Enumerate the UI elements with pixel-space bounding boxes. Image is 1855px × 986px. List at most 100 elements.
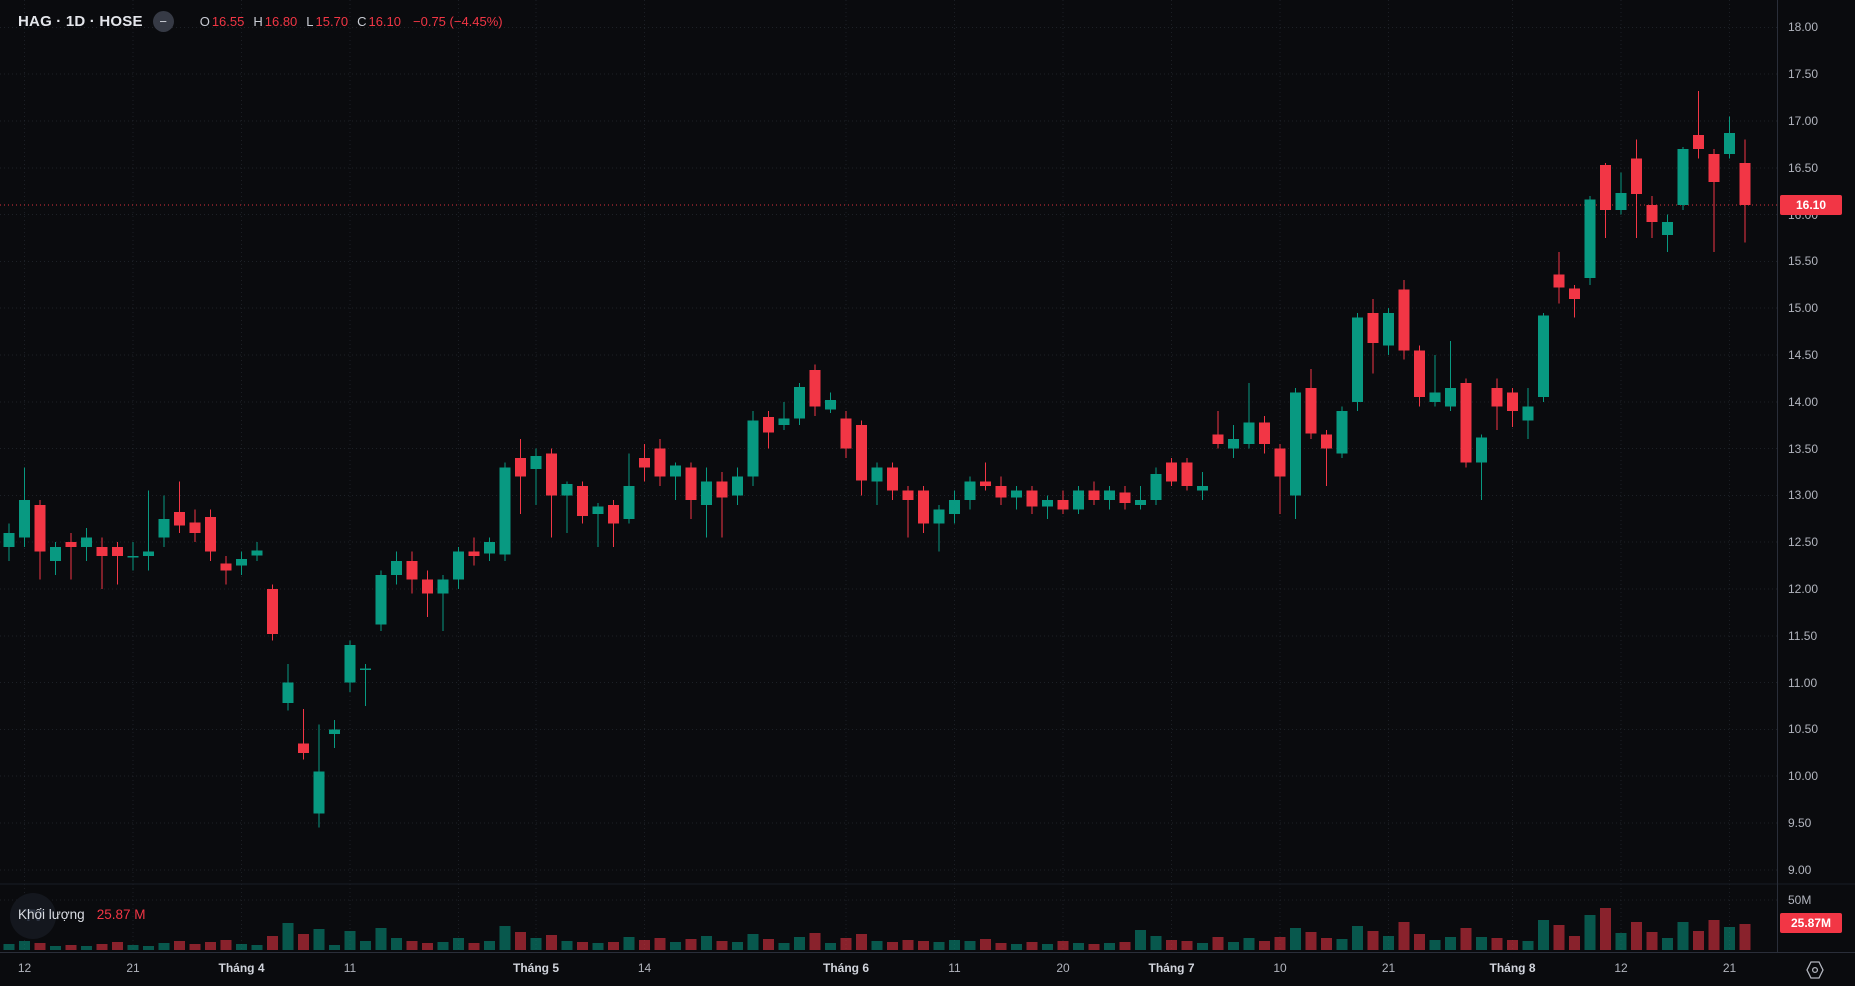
volume-badge: 25.87M: [1780, 913, 1842, 933]
volume-bar: [298, 934, 309, 950]
volume-bar: [949, 940, 960, 950]
volume-bar: [499, 926, 511, 950]
candle: [980, 462, 991, 491]
candle: [1615, 172, 1627, 215]
volume-bar: [251, 945, 263, 950]
candle: [546, 448, 557, 538]
candle: [313, 724, 325, 828]
volume-legend: Khối lượng 25.87 M: [18, 907, 145, 922]
candle: [1677, 147, 1689, 210]
volume-bar: [1166, 940, 1177, 950]
candle: [1553, 252, 1565, 304]
volume-bar: [468, 943, 480, 950]
open-label: O: [199, 13, 210, 29]
volume-bar: [1259, 941, 1270, 950]
tradingview-logo-watermark: TV: [10, 893, 56, 939]
volume-bar: [1367, 931, 1379, 950]
volume-bar: [964, 941, 976, 950]
candle: [65, 532, 77, 580]
candle: [1739, 139, 1751, 243]
candle: [1026, 486, 1038, 515]
symbol-visibility-button[interactable]: −: [152, 10, 174, 32]
volume-bar: [1522, 941, 1534, 950]
volume-legend-value: 25.87 M: [96, 907, 146, 922]
volume-bar: [484, 941, 495, 950]
candle: [1321, 429, 1332, 487]
candle: [1724, 116, 1735, 159]
candle: [437, 574, 449, 632]
candle: [1259, 415, 1270, 454]
volume-bar: [623, 937, 635, 950]
volume-bar: [34, 943, 46, 950]
volume-bar: [282, 923, 294, 950]
candle: [964, 476, 976, 510]
volume-bars: [3, 908, 1751, 950]
price-axis-label: 9.50: [1788, 816, 1812, 830]
volume-bar: [1042, 944, 1053, 950]
candle: [1646, 195, 1658, 238]
candle: [933, 504, 945, 552]
hexagon-settings-glyph: [1806, 961, 1824, 979]
candle: [1460, 378, 1472, 468]
time-axis-label: 10: [1273, 961, 1287, 975]
volume-bar: [1352, 926, 1363, 950]
time-axis-label: 14: [637, 961, 652, 975]
symbol-title[interactable]: HAG · 1D · HOSE: [18, 12, 143, 30]
volume-bar: [437, 942, 449, 950]
volume-legend-label: Khối lượng: [18, 907, 85, 922]
candle: [1693, 91, 1704, 159]
settings-icon[interactable]: [1803, 958, 1827, 982]
volume-bar: [778, 943, 790, 950]
candle: [995, 476, 1007, 505]
volume-bar: [1057, 941, 1069, 950]
time-axis-label: 11: [948, 961, 961, 975]
volume-bar: [530, 938, 542, 950]
volume-bar: [1321, 938, 1332, 950]
candle: [282, 663, 294, 711]
candle: [747, 411, 759, 487]
volume-bar: [344, 931, 356, 950]
candle: [96, 537, 108, 589]
candle: [515, 439, 526, 515]
volume-bar: [1429, 940, 1441, 950]
price-axis-label: 12.50: [1788, 535, 1819, 550]
volume-bar: [871, 941, 883, 950]
volume-bar: [1677, 922, 1689, 950]
candle: [1662, 214, 1673, 253]
price-axis-label: 12.00: [1788, 582, 1819, 596]
volume-bar: [96, 944, 108, 950]
volume-bar: [174, 941, 185, 950]
candle: [809, 364, 821, 416]
volume-bar: [608, 942, 619, 950]
candle: [1507, 387, 1518, 428]
candle: [3, 523, 15, 561]
price-axis-label: 18.00: [1788, 20, 1819, 35]
candle: [1476, 434, 1487, 501]
price-axis-label: 11.50: [1788, 628, 1818, 643]
volume-bar: [980, 939, 991, 950]
candle: [1228, 425, 1239, 458]
volume-bar: [1724, 927, 1735, 950]
volume-bar: [1197, 943, 1208, 950]
candle: [1119, 486, 1131, 510]
volume-bar: [1383, 936, 1394, 950]
candle: [1398, 280, 1410, 360]
volume-bar: [127, 945, 139, 950]
candle: [1352, 312, 1363, 412]
volume-bar: [1011, 944, 1022, 950]
volume-bar: [1693, 931, 1704, 950]
volume-bar: [1228, 942, 1239, 950]
volume-bar: [81, 946, 92, 950]
volume-bar: [1615, 933, 1627, 950]
candle: [251, 542, 263, 561]
volume-bar: [933, 942, 945, 950]
price-axis-label: 17.50: [1788, 67, 1819, 82]
symbol-header: HAG · 1D · HOSE − O 16.55 H 16.80 L 15.70 C…: [18, 8, 503, 34]
candle: [1538, 312, 1549, 402]
price-axis[interactable]: 16.10 25.87M 50M 18.0017.5017.0016.5016.…: [1777, 0, 1855, 952]
candle: [825, 392, 836, 414]
volume-bar: [809, 933, 821, 950]
volume-bar: [1398, 922, 1410, 950]
time-axis[interactable]: 12 21 Tháng 4 11 Tháng 5 14 Tháng 6 11 20 Tháng 7…: [0, 952, 1855, 986]
